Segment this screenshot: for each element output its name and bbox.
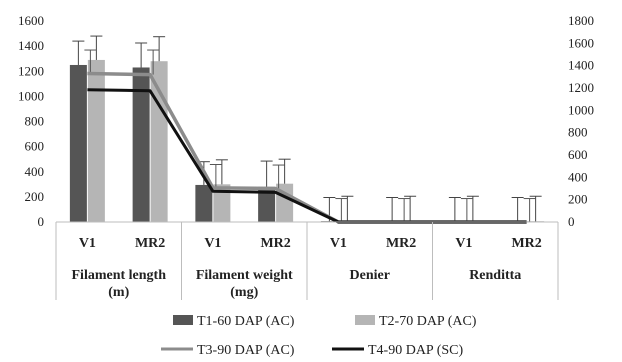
category-label: V1 (455, 236, 472, 251)
category-label: MR2 (135, 236, 165, 251)
group-label: Renditta (469, 268, 521, 283)
bar (88, 60, 105, 222)
y-right-tick-label: 800 (568, 125, 588, 140)
bar (70, 65, 87, 222)
group-label: (mg) (230, 285, 258, 300)
bar (151, 61, 168, 222)
group-label: (m) (108, 285, 129, 300)
y-left-tick-label: 800 (25, 114, 45, 129)
category-label: V1 (330, 236, 347, 251)
legend-label: T3-90 DAP (AC) (197, 343, 295, 358)
y-right-tick-label: 0 (568, 214, 575, 229)
legend-label: T2-70 DAP (AC) (379, 314, 477, 329)
y-left-tick-label: 1400 (18, 38, 44, 53)
category-label: V1 (204, 236, 221, 251)
y-right-tick-label: 1600 (568, 35, 594, 50)
y-left-tick-label: 1200 (18, 63, 44, 78)
category-label: MR2 (511, 236, 541, 251)
legend-label: T1-60 DAP (AC) (197, 314, 295, 329)
y-left-tick-label: 1000 (18, 88, 44, 103)
y-right-tick-label: 1200 (568, 80, 594, 95)
category-label: MR2 (386, 236, 416, 251)
y-right-tick-label: 200 (568, 192, 588, 207)
group-label: Filament length (72, 268, 167, 283)
legend-swatch (173, 315, 193, 325)
group-label: Filament weight (196, 268, 293, 283)
y-right-tick-label: 400 (568, 169, 588, 184)
category-label: V1 (79, 236, 96, 251)
y-right-tick-label: 1000 (568, 102, 594, 117)
legend-label: T4-90 DAP (SC) (368, 343, 463, 358)
y-left-tick-label: 400 (25, 164, 45, 179)
y-left-tick-label: 0 (38, 214, 45, 229)
y-left-tick-label: 200 (25, 189, 45, 204)
category-label: MR2 (260, 236, 290, 251)
y-right-tick-label: 1800 (568, 13, 594, 28)
y-right-tick-label: 600 (568, 147, 588, 162)
bar (195, 185, 212, 222)
y-left-tick-label: 1600 (18, 13, 44, 28)
y-left-tick-label: 600 (25, 139, 45, 154)
y-right-tick-label: 1400 (568, 58, 594, 73)
legend-swatch (355, 315, 375, 325)
group-label: Denier (350, 268, 390, 283)
